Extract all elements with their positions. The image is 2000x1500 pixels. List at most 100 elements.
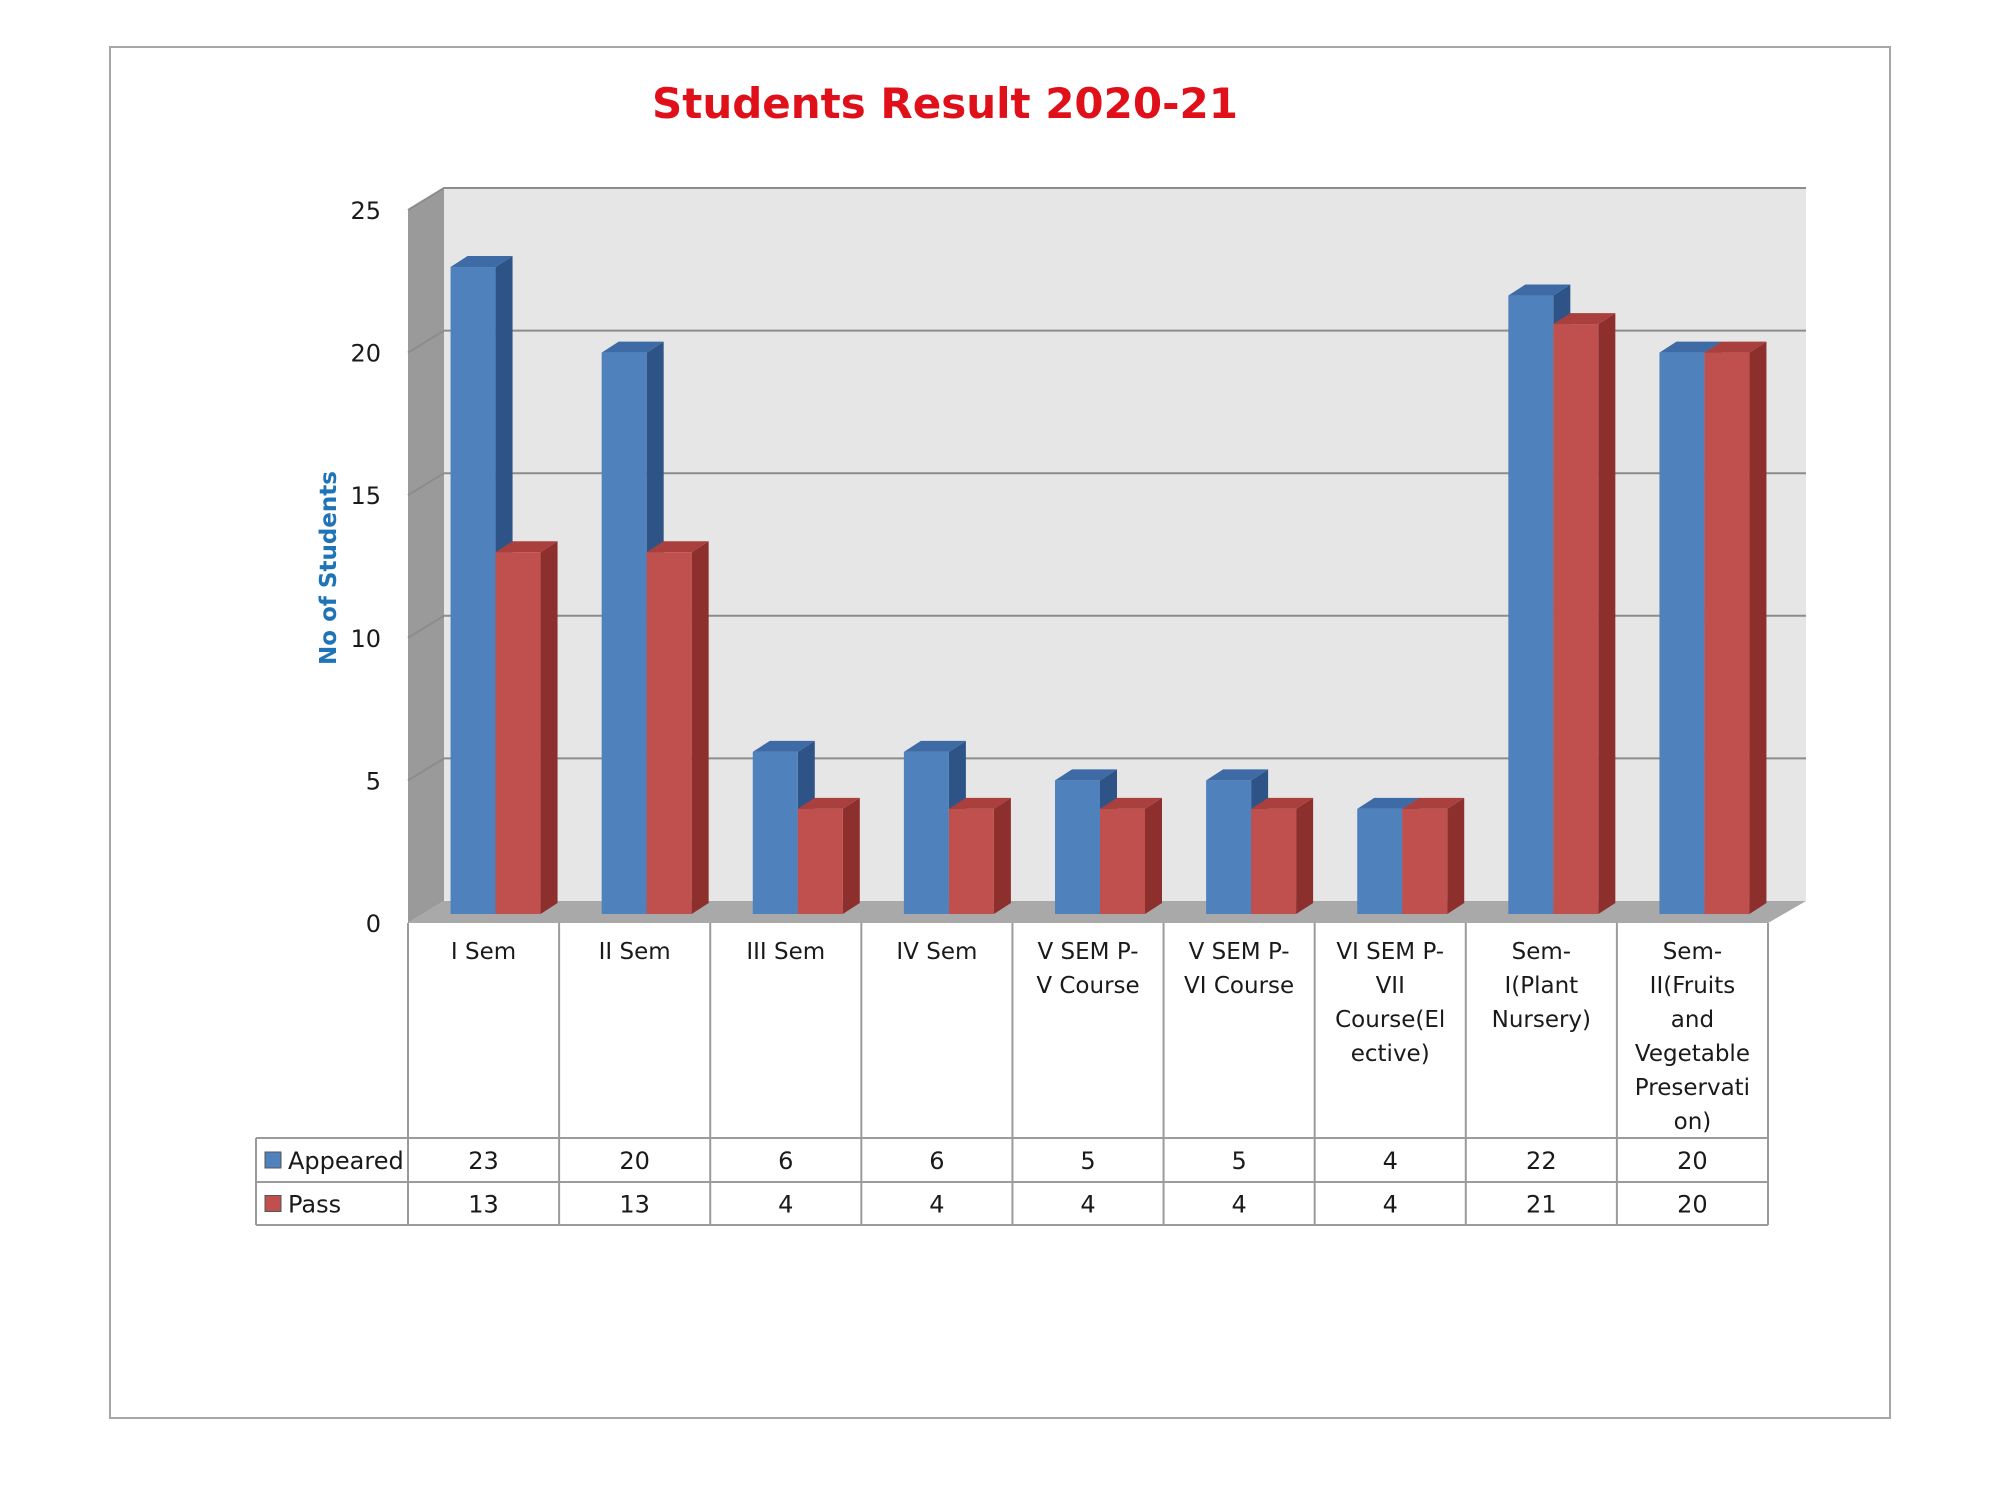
plot-back-wall: [444, 188, 1806, 901]
data-label: 23: [468, 1147, 499, 1175]
data-label: 4: [1383, 1147, 1398, 1175]
legend-swatch: [264, 1195, 282, 1212]
data-label: 13: [619, 1191, 650, 1219]
bar-front: [1659, 352, 1705, 915]
data-label: 20: [619, 1147, 650, 1175]
gridline: [407, 757, 1806, 782]
bar-pass: [1704, 341, 1767, 915]
bar-front: [1055, 780, 1100, 914]
bar-pass: [1553, 313, 1616, 915]
bar-front: [450, 267, 496, 914]
data-label: 20: [1677, 1191, 1708, 1219]
bar-top: [1055, 769, 1117, 781]
bar-front: [646, 552, 692, 914]
y-tick-label: 25: [350, 197, 381, 225]
bar-side: [842, 797, 860, 914]
data-label: 4: [778, 1191, 793, 1219]
legend-label: Appeared: [288, 1147, 404, 1175]
data-table: I Sem II Sem III Sem IV Sem V SEM P-V Course…: [255, 923, 1769, 1226]
bar-top: [797, 797, 860, 809]
legend-label: Pass: [288, 1191, 341, 1219]
bar-side: [1749, 341, 1767, 915]
bar-front: [1553, 324, 1599, 915]
x-tick-label: II Sem: [599, 939, 671, 965]
data-label: 4: [1231, 1191, 1246, 1219]
bar-front: [752, 751, 798, 914]
bar-front: [1357, 808, 1403, 914]
bar-front: [1251, 808, 1297, 914]
plot-side-wall: [408, 188, 444, 923]
bar-pass: [646, 541, 709, 914]
bar-front: [1402, 808, 1448, 914]
data-label: 4: [1383, 1191, 1398, 1219]
bars: [450, 256, 1767, 915]
bar-front: [495, 552, 541, 914]
bar-front: [948, 808, 994, 914]
bar-pass: [495, 541, 558, 914]
data-label: 21: [1526, 1191, 1557, 1219]
bar-top: [1402, 797, 1465, 809]
gridline: [407, 614, 1806, 639]
y-tick-label: 20: [350, 340, 381, 368]
x-tick-label: Sem-II(Fruits and Vegetable Preservati on): [1635, 939, 1750, 1135]
bar-top: [495, 541, 558, 553]
bar-side: [1296, 797, 1314, 914]
y-tick-label: 10: [350, 625, 381, 653]
bar-side: [1145, 797, 1162, 914]
y-tick-label: 5: [366, 767, 381, 795]
gridline: [407, 187, 1806, 211]
bar-top: [1251, 797, 1314, 809]
data-label: 5: [1231, 1147, 1246, 1175]
plot-area: [407, 187, 1806, 923]
x-tick-label: Sem-I(Plant Nursery): [1492, 939, 1591, 1033]
chart-title: Students Result 2020-21: [652, 79, 1238, 128]
bar-top: [752, 740, 815, 752]
bar-front: [1206, 780, 1252, 914]
bar-pass: [1100, 797, 1162, 914]
bar-top: [903, 740, 966, 752]
y-axis-label: No of Students: [316, 471, 342, 665]
gridline: [407, 329, 1806, 354]
x-tick-label: V SEM P-V Course: [1036, 939, 1139, 999]
bar-side: [1447, 797, 1465, 914]
bar-top: [1704, 341, 1767, 353]
bar-top: [1357, 797, 1420, 809]
bar-top: [1659, 341, 1722, 353]
bar-pass: [1402, 797, 1465, 914]
bar-top: [1553, 313, 1616, 325]
bar-pass: [797, 797, 860, 914]
data-label: 20: [1677, 1147, 1708, 1175]
gridline: [407, 472, 1806, 497]
data-label: 6: [778, 1147, 793, 1175]
data-label: 5: [1080, 1147, 1095, 1175]
data-label: 13: [468, 1191, 499, 1219]
x-tick-label: V SEM P-VI Course: [1184, 939, 1294, 999]
y-tick-label: 0: [366, 910, 381, 938]
y-axis-ticks: 0 5 10 15 20 25: [350, 197, 381, 938]
data-label: 4: [1080, 1191, 1095, 1219]
bar-top: [1508, 284, 1571, 296]
bar-front: [797, 808, 843, 914]
x-tick-label: I Sem: [451, 939, 516, 965]
bar-top: [948, 797, 1011, 809]
bar-top: [601, 341, 664, 353]
bar-front: [903, 751, 949, 914]
bar-top: [646, 541, 709, 553]
data-label: 4: [929, 1191, 944, 1219]
legend-swatch: [264, 1151, 282, 1169]
y-tick-label: 15: [350, 482, 381, 510]
data-label: 22: [1526, 1147, 1557, 1175]
bar-pass: [948, 797, 1011, 914]
bar-pass: [1251, 797, 1314, 914]
bar-top: [1100, 797, 1162, 809]
bar-front: [601, 352, 647, 915]
bar-side: [993, 797, 1011, 914]
bar-front: [1100, 808, 1145, 914]
bar-top: [450, 256, 513, 268]
x-tick-label: III Sem: [746, 939, 825, 965]
x-tick-label: VI SEM P-VII Course(El ective): [1335, 939, 1445, 1067]
x-tick-label: IV Sem: [896, 939, 977, 965]
bar-side: [691, 541, 709, 914]
bar-front: [1508, 295, 1554, 914]
